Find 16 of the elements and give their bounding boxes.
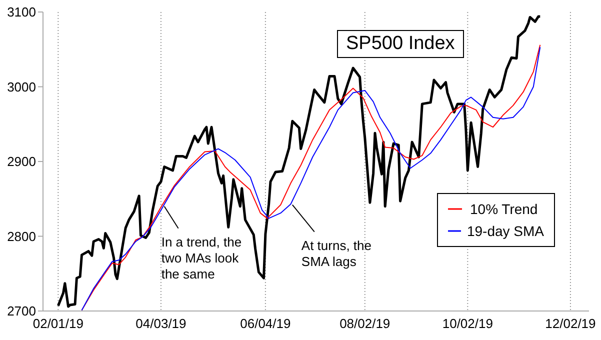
y-tick-label: 2900	[7, 154, 36, 170]
text: SP500 Index	[337, 30, 464, 58]
x-tick-label: 10/02/19	[442, 316, 493, 332]
legend-label: 19-day SMA	[466, 223, 544, 239]
x-tick-label: 06/04/19	[240, 316, 291, 332]
annotation: At turns, the SMA lags	[301, 238, 372, 269]
y-tick-label: 2700	[7, 304, 36, 319]
y-tick-label: 3000	[7, 79, 36, 94]
y-tick-label: 3100	[7, 4, 36, 20]
x-tick-label: 04/03/19	[136, 316, 186, 332]
annotation: In a trend, the two MAs look the same	[161, 234, 242, 282]
x-tick-label: 12/02/19	[545, 316, 596, 332]
y-tick-label: 2800	[7, 228, 36, 244]
x-tick-label: 02/01/19	[32, 316, 84, 332]
x-tick-label: 08/02/19	[340, 316, 390, 332]
legend-label: 10% Trend	[470, 201, 538, 217]
